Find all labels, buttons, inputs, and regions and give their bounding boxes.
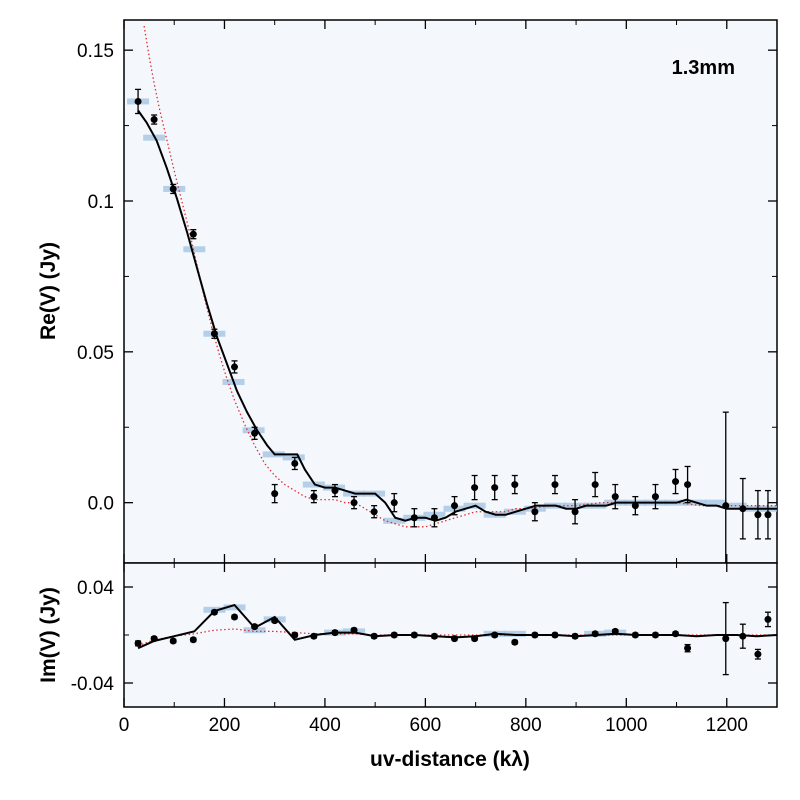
bottom-data-point <box>739 632 747 640</box>
wavelength-annotation: 1.3mm <box>672 57 735 79</box>
top-data-point <box>251 429 259 437</box>
top-panel-plot <box>127 25 777 563</box>
bottom-data-point <box>754 650 762 658</box>
bottom-data-point <box>150 635 158 643</box>
top-data-point <box>189 230 197 238</box>
bottom-panel-plot <box>134 601 777 676</box>
top-binned-bar <box>704 499 727 506</box>
top-data-point <box>571 508 579 516</box>
bottom-data-point <box>271 617 279 625</box>
top-data-point <box>451 502 459 510</box>
x-tick-label: 800 <box>510 715 542 736</box>
top-data-point <box>511 481 519 489</box>
top-binned-bar <box>183 246 206 253</box>
top-data-point <box>651 493 659 501</box>
top-y-tick-label: 0.1 <box>88 192 114 213</box>
bottom-data-point <box>531 631 539 639</box>
x-tick-label: 1200 <box>706 715 748 736</box>
top-y-tick-label: 0.0 <box>88 494 114 515</box>
top-data-point <box>754 511 762 519</box>
bottom-data-point <box>210 608 218 616</box>
bottom-data-point <box>291 631 299 639</box>
top-data-point <box>310 493 318 501</box>
bottom-binned-bar <box>223 604 246 611</box>
top-data-point <box>150 116 158 124</box>
top-y-tick-label: 0.15 <box>77 41 114 62</box>
x-tick-label: 200 <box>209 715 241 736</box>
top-data-point <box>631 502 639 510</box>
top-data-point <box>291 459 299 467</box>
top-data-point <box>231 363 239 371</box>
x-tick-label: 0 <box>119 715 130 736</box>
bottom-data-point <box>370 632 378 640</box>
top-data-point <box>370 508 378 516</box>
bottom-data-point <box>571 632 579 640</box>
top-data-point <box>611 493 619 501</box>
top-data-point <box>491 484 499 492</box>
bottom-data-point <box>451 635 459 643</box>
bottom-data-point <box>390 631 398 639</box>
top-data-point <box>551 481 559 489</box>
bottom-data-point <box>430 632 438 640</box>
axes: 0.15 0.1 0.05 0.0 0.04 -0.040 200 400 600 800 1000… <box>71 20 777 736</box>
x-tick-label: 400 <box>309 715 341 736</box>
top-data-point <box>739 505 747 513</box>
bottom-data-point <box>410 631 418 639</box>
top-data-point <box>471 484 479 492</box>
top-model-solid-line <box>137 109 777 522</box>
bottom-y-axis-title: Im(V) (Jy) <box>37 587 60 683</box>
top-data-point <box>350 499 358 507</box>
bottom-y-tick-label: -0.04 <box>71 674 115 695</box>
top-data-point <box>169 185 177 193</box>
top-data-point <box>591 481 599 489</box>
top-data-point <box>531 508 539 516</box>
bottom-data-point <box>551 631 559 639</box>
bottom-data-point <box>189 636 197 644</box>
top-binned-bar <box>383 517 406 524</box>
top-data-point <box>210 330 218 338</box>
bottom-data-point <box>331 629 339 637</box>
top-y-tick-label: 0.05 <box>77 343 114 364</box>
bottom-model-dotted-line <box>137 628 777 647</box>
bottom-binned-bar <box>503 630 526 637</box>
x-axis-title: uv-distance (kλ) <box>370 748 530 771</box>
top-data-point <box>430 514 438 522</box>
x-tick-label: 1000 <box>605 715 647 736</box>
bottom-data-point <box>310 632 318 640</box>
bottom-data-point <box>350 626 358 634</box>
top-data-point <box>410 514 418 522</box>
top-panel-frame <box>123 19 778 564</box>
bottom-data-point <box>491 631 499 639</box>
bottom-data-point <box>134 639 142 647</box>
top-data-point <box>134 97 142 105</box>
bottom-data-point <box>611 627 619 635</box>
bottom-data-point <box>764 615 772 623</box>
bottom-y-tick-label: 0.04 <box>77 578 114 599</box>
bottom-data-point <box>672 630 680 638</box>
bottom-data-point <box>684 644 692 652</box>
top-data-point <box>390 499 398 507</box>
top-data-point <box>331 487 339 495</box>
x-tick-label: 600 <box>410 715 442 736</box>
top-data-point <box>764 511 772 519</box>
bottom-binned-bar <box>243 627 266 634</box>
top-data-point <box>684 481 692 489</box>
bottom-data-point <box>251 623 259 631</box>
bottom-data-point <box>722 635 730 643</box>
bottom-data-point <box>169 637 177 645</box>
bottom-data-point <box>591 630 599 638</box>
top-data-point <box>271 490 279 498</box>
bottom-data-point <box>651 631 659 639</box>
top-y-axis-title: Re(V) (Jy) <box>37 242 60 340</box>
bottom-data-point <box>231 613 239 621</box>
top-data-point <box>672 478 680 486</box>
bottom-data-point <box>511 638 519 646</box>
bottom-data-point <box>471 635 479 643</box>
top-data-point <box>722 502 730 510</box>
bottom-data-point <box>631 631 639 639</box>
